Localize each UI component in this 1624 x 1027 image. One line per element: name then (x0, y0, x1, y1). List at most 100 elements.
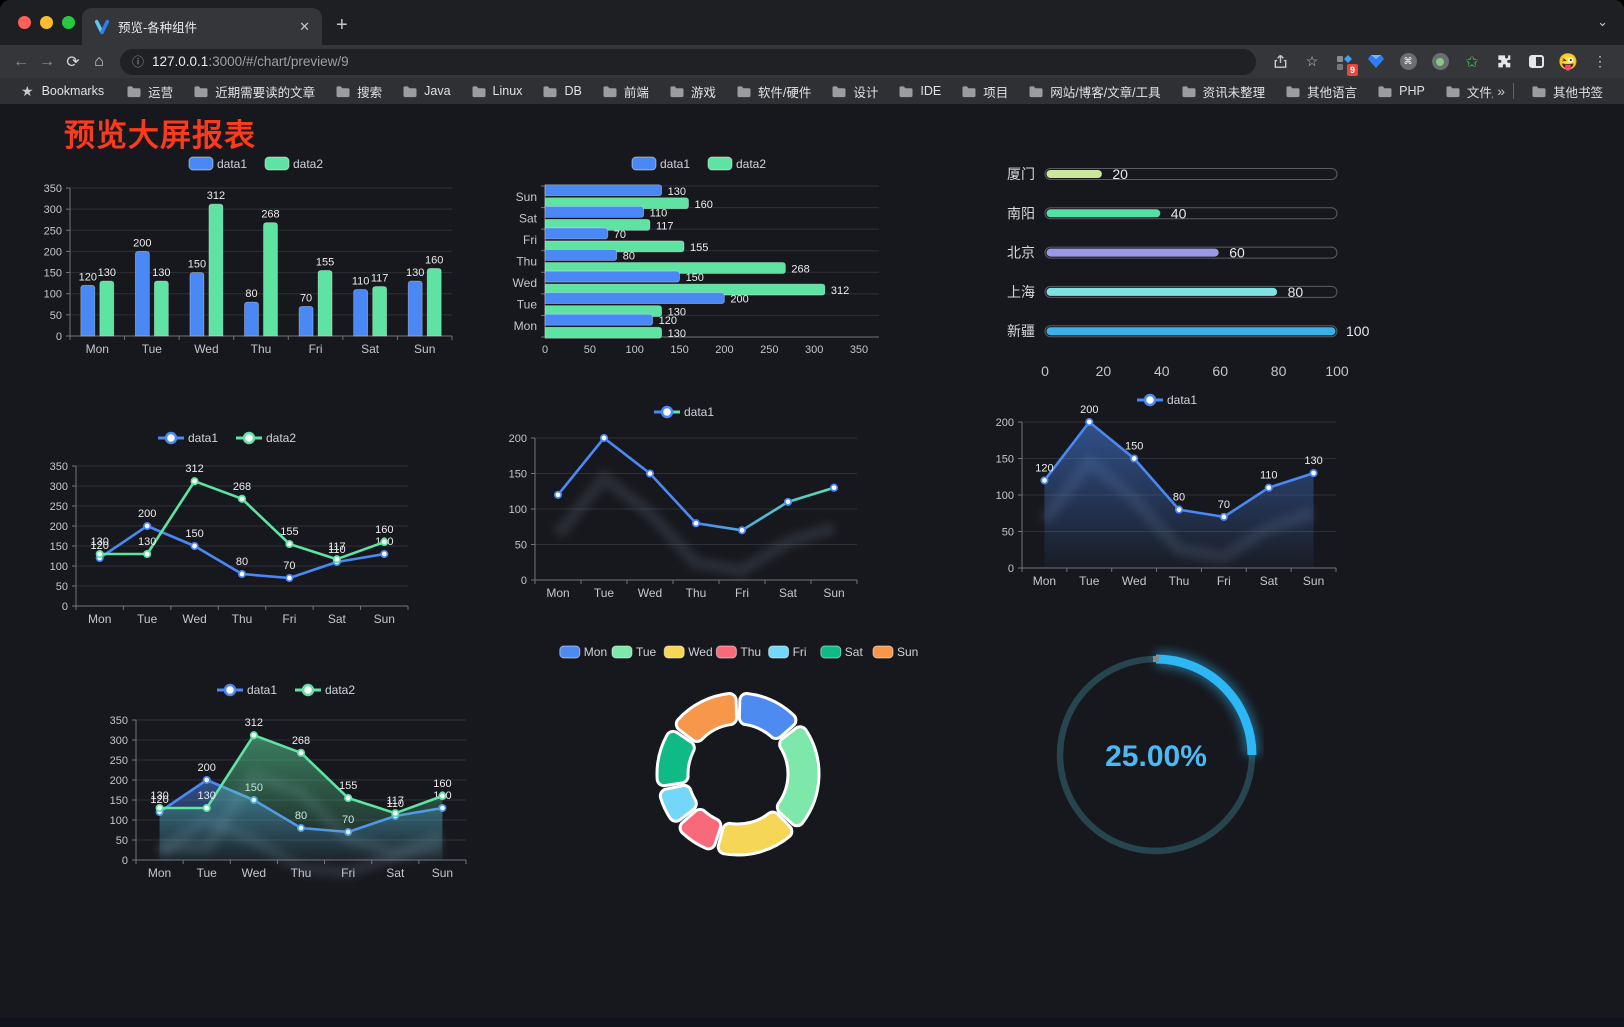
svg-text:117: 117 (328, 541, 346, 553)
legend-item-data1[interactable]: data1 (158, 431, 218, 445)
monkey-extension-icon[interactable]: ⌘ (1398, 52, 1418, 72)
address-bar[interactable]: ⓘ 127.0.0.1:3000/#/chart/preview/9 (120, 48, 1256, 75)
bookmark-folder-item[interactable]: Java (393, 81, 459, 101)
pie-slice-Sun[interactable] (674, 691, 739, 743)
week-donut-chart[interactable]: Mon Tue Wed Thu Fri Sat Sun (552, 638, 924, 882)
svg-text:300: 300 (110, 735, 128, 747)
pie-slice-Wed[interactable] (716, 810, 794, 857)
bookmark-folder-label: 软件/硬件 (757, 85, 812, 100)
site-info-icon[interactable]: ⓘ (132, 55, 145, 69)
bookmark-folder-item[interactable]: DB (533, 81, 590, 101)
bookmark-folder-item[interactable]: 游戏 (660, 79, 725, 104)
legend-item-data1[interactable]: data1 (188, 156, 247, 171)
legend-item-data2[interactable]: data2 (236, 431, 296, 445)
svg-text:Fri: Fri (523, 233, 537, 247)
bookmark-folder-item[interactable]: IDE (889, 81, 950, 101)
bookmark-folder-item[interactable]: 运营 (117, 79, 182, 104)
bookmarks-overflow-chevron[interactable]: » (1497, 83, 1505, 99)
svg-text:100: 100 (996, 490, 1014, 502)
extensions-puzzle-icon[interactable] (1494, 52, 1514, 72)
home-icon[interactable]: ⌂ (94, 52, 104, 70)
city-progress-chart[interactable]: 厦门 20 南阳 40 北京 60 上海 80 新疆 100 0 20 40 60 80 100 (995, 158, 1370, 383)
bookmarks-manager-item[interactable]: ★ Bookmarks (12, 80, 113, 103)
legend-item-data2[interactable]: data2 (295, 683, 355, 697)
folder-icon (336, 85, 350, 97)
legend-item-Sun[interactable]: Sun (872, 645, 918, 659)
gradient-line-chart[interactable]: 0 50 100 150 200 Mon Tue Wed Thu Fri Sat Sun data1 (505, 398, 865, 610)
reload-icon[interactable]: ⟳ (66, 53, 80, 71)
bookmark-folder-item[interactable]: 设计 (822, 79, 887, 104)
pie-slice-Fri[interactable] (658, 783, 698, 823)
folder-icon (962, 85, 976, 97)
legend-item-Tue[interactable]: Tue (611, 645, 657, 659)
gem-extension-icon[interactable] (1366, 52, 1386, 72)
legend-item-Mon[interactable]: Mon (559, 645, 607, 659)
svg-text:200: 200 (138, 508, 156, 520)
bookmark-folder-item[interactable]: 资讯未整理 (1172, 79, 1275, 104)
bookmark-folder-item[interactable]: 前端 (593, 79, 658, 104)
svg-text:Sat: Sat (386, 866, 405, 880)
pie-slice-Mon[interactable] (737, 691, 798, 741)
profile-avatar-emoji[interactable]: 😜 (1558, 53, 1578, 71)
legend-item-Thu[interactable]: Thu (715, 645, 761, 659)
share-icon[interactable] (1270, 52, 1290, 72)
side-panel-icon[interactable] (1526, 52, 1546, 72)
pie-slice-Sat[interactable] (655, 729, 696, 788)
pie-slice-Tue[interactable] (775, 725, 821, 828)
percent-gauge-chart[interactable]: 25.00% (1048, 645, 1264, 865)
close-window-button[interactable] (18, 16, 31, 29)
forward-icon[interactable]: → (39, 52, 55, 70)
recorder-extension-icon[interactable] (1430, 52, 1450, 72)
other-bookmarks-folder[interactable]: 其他书签 (1522, 79, 1612, 104)
folder-icon (127, 85, 141, 97)
bookmark-folder-item[interactable]: 搜索 (326, 79, 391, 104)
legend-item-data2[interactable]: data2 (707, 156, 766, 171)
legend-item-data1[interactable]: data1 (217, 683, 277, 697)
bookmark-folder-item[interactable]: 近期需要读的文章 (184, 79, 324, 104)
bookmarks-divider (1512, 83, 1514, 99)
legend-item-data1[interactable]: data1 (631, 156, 690, 171)
grouped-bar-chart[interactable]: 0 50 100 150 200 250 300 350 Mon Tue Wed Thu Fri Sat S… (38, 150, 456, 362)
tab-close-icon[interactable]: ✕ (299, 18, 310, 34)
pie-slice-Thu[interactable] (678, 807, 723, 851)
bookmark-folder-item[interactable]: 其他语言 (1276, 79, 1366, 104)
back-icon[interactable]: ← (13, 52, 29, 70)
bookmark-folder-item[interactable]: 文件服务器 (1436, 79, 1493, 104)
svg-text:70: 70 (300, 292, 312, 304)
svg-text:0: 0 (542, 344, 548, 356)
svg-text:150: 150 (44, 268, 62, 280)
traffic-lights (18, 16, 75, 29)
bookmark-folder-item[interactable]: PHP (1368, 81, 1434, 101)
legend-item-Sat[interactable]: Sat (820, 645, 864, 659)
maximize-window-button[interactable] (62, 16, 75, 29)
legend-item-data2[interactable]: data2 (264, 156, 323, 171)
bookmark-folder-label: 前端 (623, 85, 649, 100)
legend-item-data1[interactable]: data1 (1137, 393, 1197, 407)
legend-item-Wed[interactable]: Wed (663, 645, 713, 659)
minimize-window-button[interactable] (40, 16, 53, 29)
legend-item-data1[interactable]: data1 (654, 405, 714, 419)
svg-text:北京: 北京 (1007, 245, 1035, 261)
svg-text:Sun: Sun (897, 645, 918, 659)
bookmark-folder-item[interactable]: 软件/硬件 (727, 79, 820, 104)
svg-text:Sun: Sun (1303, 574, 1324, 588)
legend-item-Fri[interactable]: Fri (768, 645, 807, 659)
bookmark-folder-item[interactable]: 项目 (952, 79, 1017, 104)
browser-tab[interactable]: 预览-各种组件 ✕ (82, 8, 322, 45)
grouped-hbar-chart[interactable]: 0 50 100 150 200 250 300 350 Sun Sat Fri Thu Wed Tue M… (505, 150, 895, 365)
new-tab-button[interactable]: + (336, 14, 348, 36)
menu-kebab-icon[interactable]: ⋮ (1593, 53, 1607, 69)
svg-text:155: 155 (316, 256, 334, 268)
tab-search-chevron-icon[interactable]: ⌄ (1597, 14, 1608, 29)
svg-text:40: 40 (1154, 363, 1170, 379)
star-extension-icon[interactable]: ✩ (1465, 53, 1479, 71)
extension-grid-icon[interactable]: 9 (1334, 52, 1358, 76)
bookmark-folder-item[interactable]: 网站/博客/文章/工具 (1019, 79, 1169, 104)
dual-area-line-chart[interactable]: 0 50 100 150 200 250 300 350 Mon Tue Wed Thu Fri Sat S… (102, 676, 472, 888)
dual-line-chart[interactable]: 0 50 100 150 200 250 300 350 Mon Tue Wed Thu Fri Sat S… (42, 424, 414, 634)
area-line-chart[interactable]: 0 50 100 150 200 Mon Tue Wed Thu Fri Sat Sun 120 200 1… (992, 386, 1344, 598)
bookmark-star-icon[interactable]: ☆ (1305, 53, 1319, 69)
svg-text:data2: data2 (325, 683, 355, 697)
bookmark-folder-item[interactable]: Linux (462, 81, 532, 101)
bookmark-folder-label: 运营 (148, 85, 174, 100)
